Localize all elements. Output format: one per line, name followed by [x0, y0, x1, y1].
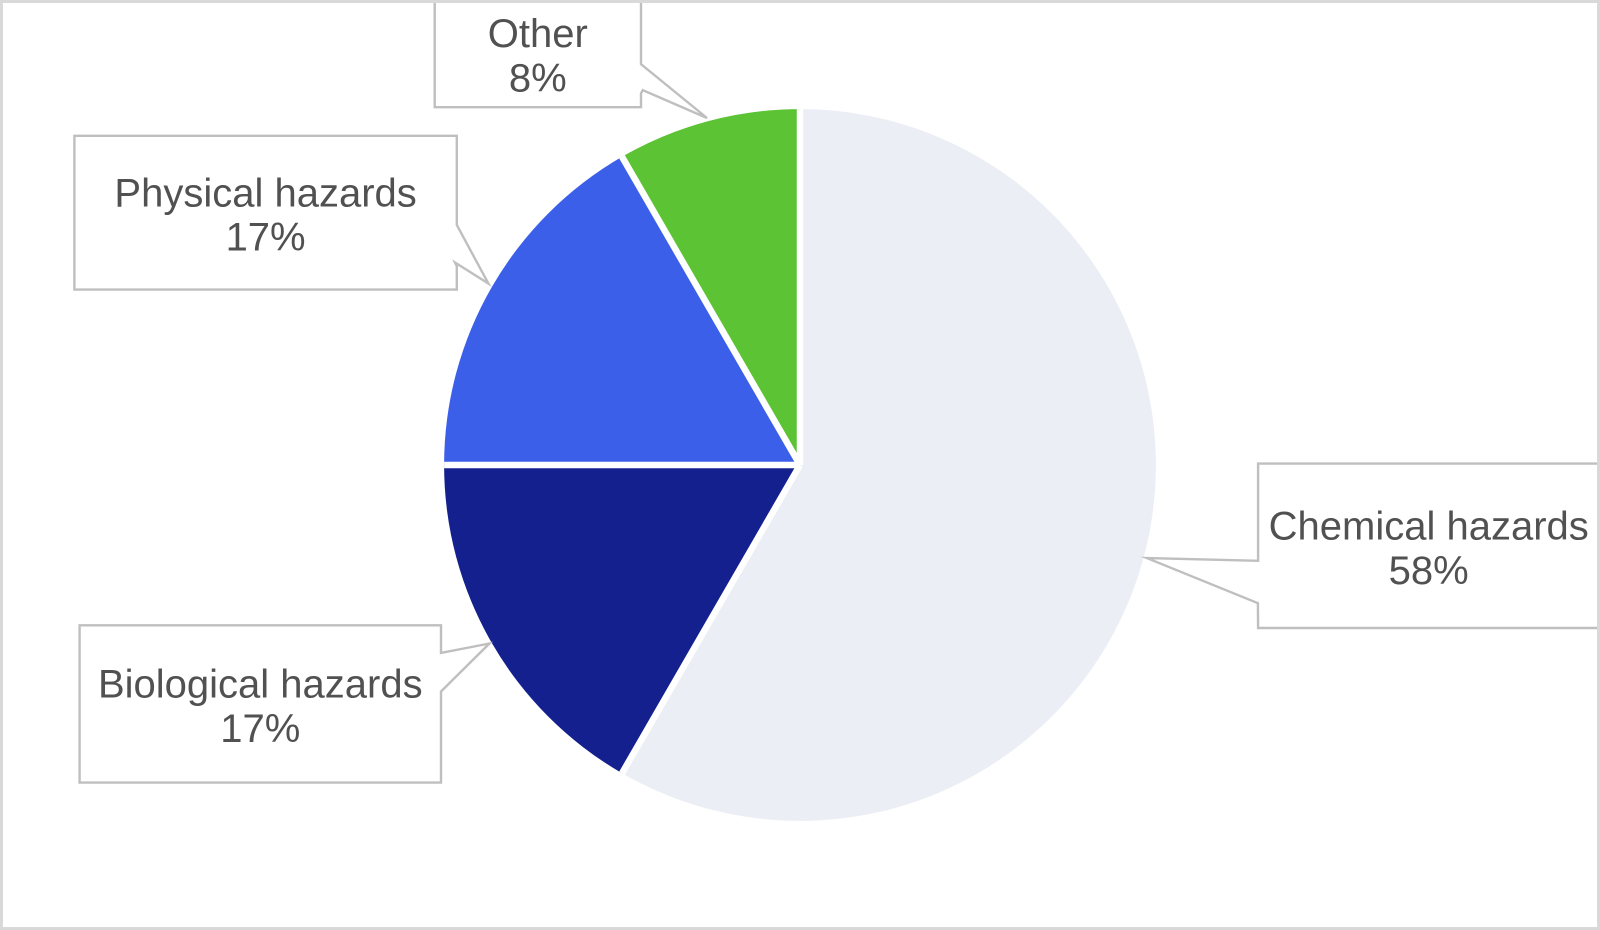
svg-text:Physical hazards: Physical hazards [114, 171, 416, 215]
svg-text:Chemical hazards: Chemical hazards [1269, 505, 1589, 549]
svg-text:17%: 17% [220, 707, 300, 751]
svg-text:8%: 8% [509, 57, 567, 101]
svg-text:Other: Other [488, 12, 588, 56]
svg-text:Biological hazards: Biological hazards [98, 663, 423, 707]
svg-text:58%: 58% [1389, 549, 1469, 593]
svg-text:17%: 17% [226, 216, 306, 260]
